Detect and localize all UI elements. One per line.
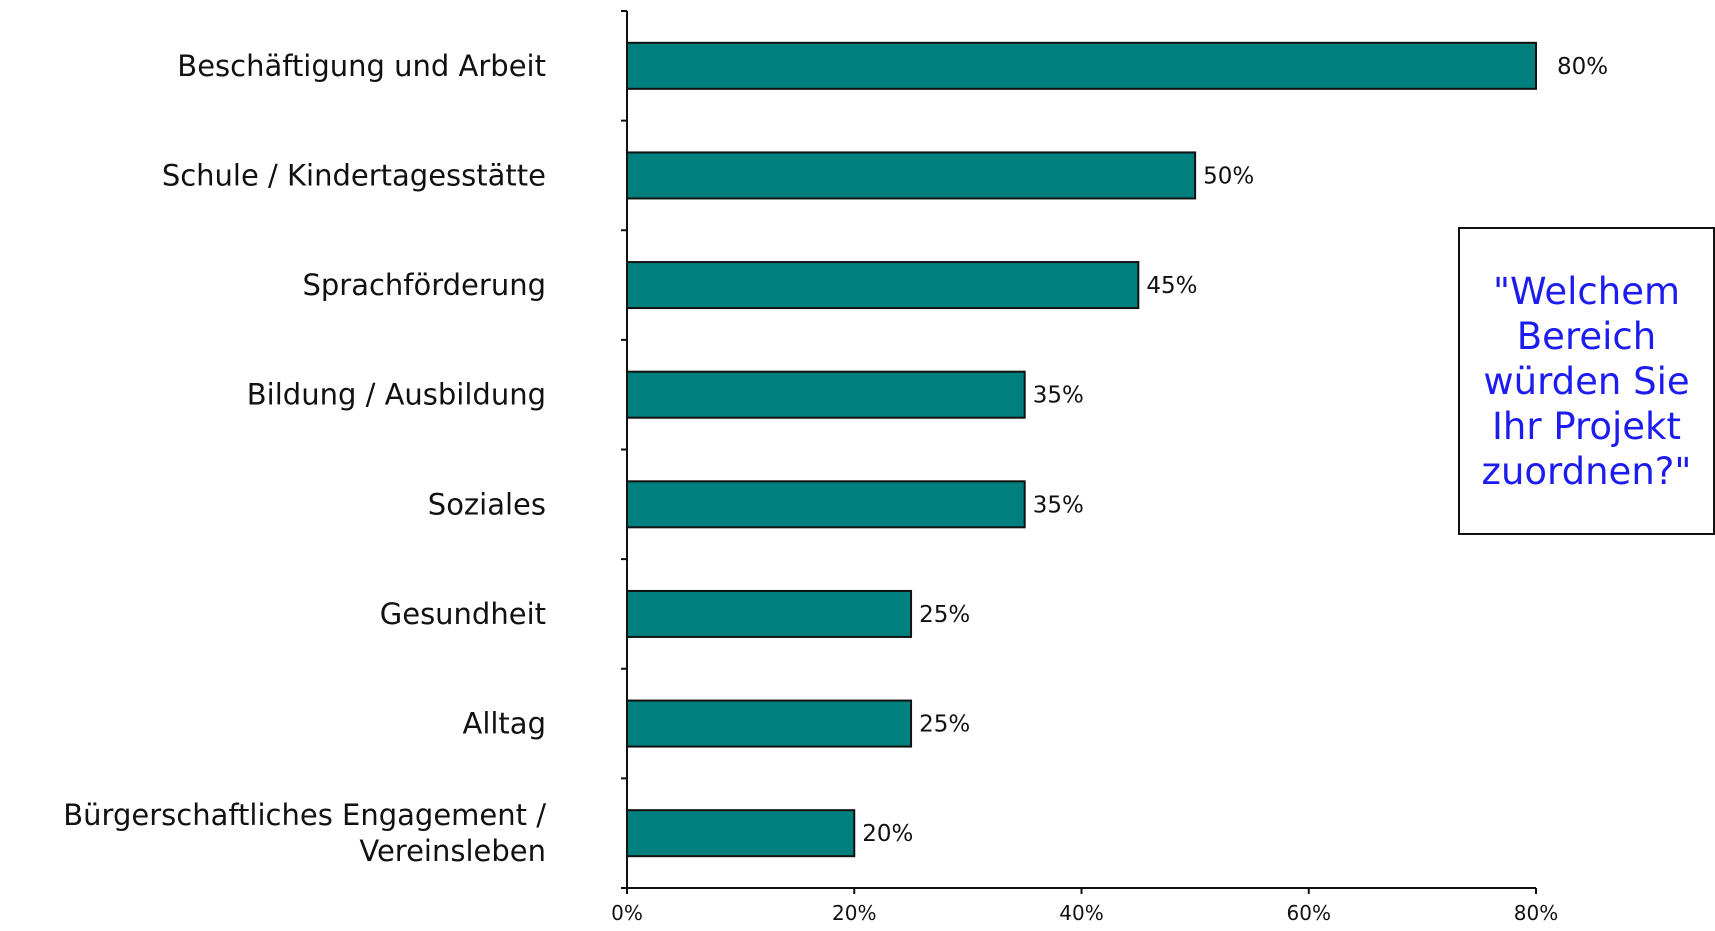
x-axis-tick-label: 20% bbox=[832, 901, 876, 925]
question-annotation-box: "Welchem Bereich würden Sie Ihr Projekt … bbox=[1458, 227, 1715, 535]
category-label-line: Alltag bbox=[462, 707, 546, 741]
x-axis-tick-label: 80% bbox=[1514, 901, 1558, 925]
category-label-line: Sprachförderung bbox=[302, 268, 546, 302]
category-label: Schule / Kindertagesstätte bbox=[162, 158, 546, 192]
bar bbox=[626, 41, 1537, 90]
bar bbox=[626, 809, 856, 858]
x-axis-tick-label: 0% bbox=[611, 901, 643, 925]
x-axis-tick-label: 40% bbox=[1059, 901, 1103, 925]
category-label: Bürgerschaftliches Engagement / Vereinsle… bbox=[63, 798, 546, 868]
bar bbox=[626, 261, 1140, 310]
bar-value-label: 50% bbox=[1203, 163, 1254, 189]
bar-value-label: 25% bbox=[919, 712, 970, 738]
category-label: Soziales bbox=[428, 487, 546, 521]
category-label-line: Soziales bbox=[428, 487, 546, 521]
category-label-line: Gesundheit bbox=[380, 597, 546, 631]
category-label-line: Bildung / Ausbildung bbox=[247, 378, 546, 412]
bar-value-label: 35% bbox=[1033, 492, 1084, 518]
category-label-line: Vereinsleben bbox=[359, 834, 546, 868]
bar-value-label: 80% bbox=[1557, 54, 1608, 80]
bar-value-label: 25% bbox=[919, 602, 970, 628]
category-label: Bildung / Ausbildung bbox=[247, 378, 546, 412]
category-label-line: Bürgerschaftliches Engagement / bbox=[63, 798, 546, 832]
x-axis-tick-label: 60% bbox=[1287, 901, 1331, 925]
question-annotation-text: "Welchem Bereich würden Sie Ihr Projekt … bbox=[1481, 269, 1692, 493]
category-label: Sprachförderung bbox=[302, 268, 546, 302]
category-label: Gesundheit bbox=[380, 597, 546, 631]
category-label: Beschäftigung und Arbeit bbox=[177, 49, 546, 83]
bar bbox=[626, 480, 1026, 529]
bar bbox=[626, 699, 913, 748]
bar-value-label: 20% bbox=[862, 821, 913, 847]
category-label-line: Beschäftigung und Arbeit bbox=[177, 49, 546, 83]
bar bbox=[626, 370, 1026, 419]
category-label: Alltag bbox=[462, 707, 546, 741]
bar-value-label: 45% bbox=[1146, 273, 1197, 299]
category-label-line: Schule / Kindertagesstätte bbox=[162, 158, 546, 192]
bar-value-label: 35% bbox=[1033, 383, 1084, 409]
bar bbox=[626, 151, 1197, 200]
bar bbox=[626, 589, 913, 638]
